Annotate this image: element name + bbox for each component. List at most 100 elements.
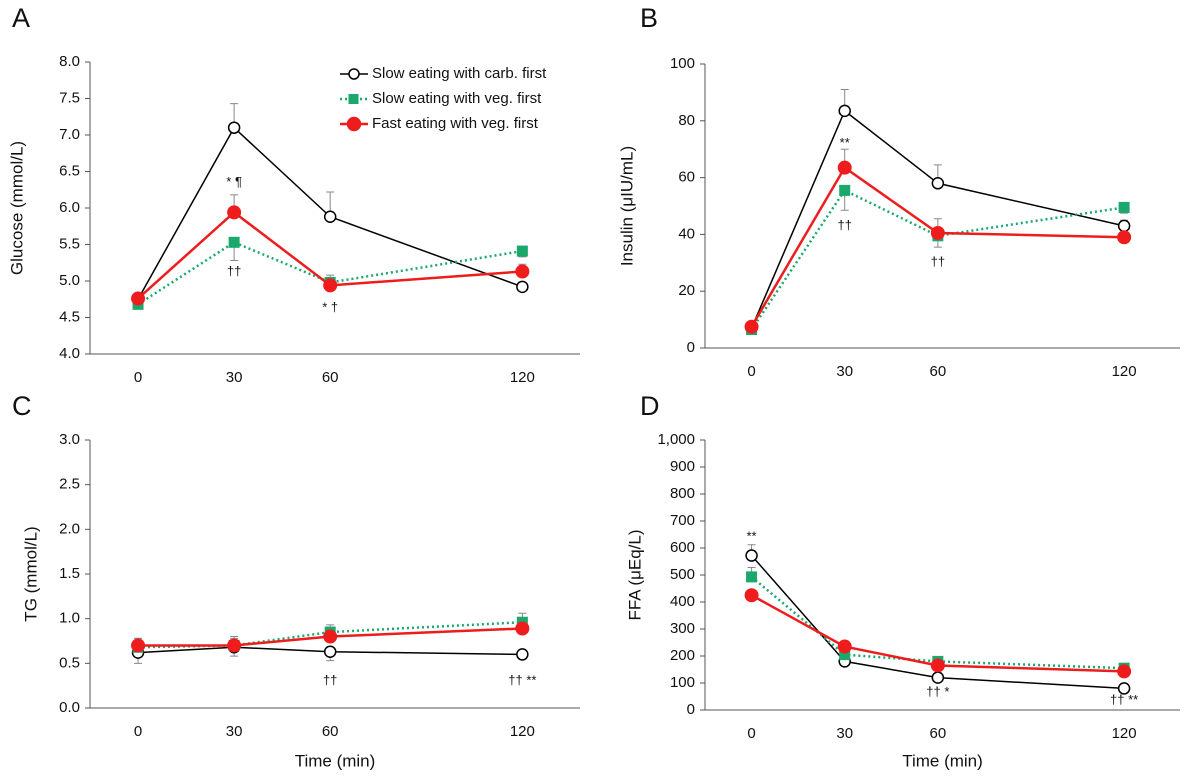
series-line	[750, 594, 1125, 673]
marker	[839, 184, 851, 196]
series-line	[137, 126, 523, 300]
series-line	[138, 627, 523, 647]
annotation: †† **	[508, 673, 536, 688]
marker	[227, 121, 241, 134]
y-tick-label: 8.0	[59, 53, 80, 70]
legend-label: Fast eating with veg. first	[372, 115, 539, 132]
x-tick-label: 0	[747, 363, 755, 380]
panel-label: C	[12, 391, 32, 421]
y-tick-label: 2.5	[59, 476, 80, 493]
y-tick-label: 7.5	[59, 89, 80, 106]
y-tick-label: 0	[687, 701, 695, 718]
annotation: ††	[837, 217, 851, 232]
x-tick-label: 0	[747, 725, 755, 742]
marker	[837, 639, 852, 654]
panel: C TG (mmol/L) Time (min) 0.0 0.5 1.0 1.5 2.0 2.5…	[12, 391, 580, 770]
x-axis-label: Time (min)	[902, 751, 983, 770]
marker	[323, 629, 338, 644]
x-tick-label: 0	[134, 369, 142, 386]
marker	[1118, 201, 1130, 213]
annotation: †† **	[1110, 692, 1138, 707]
marker	[516, 245, 528, 257]
y-tick-label: 20	[678, 282, 695, 299]
y-tick-label: 1.5	[59, 565, 80, 582]
panel: B Insulin (μIU/mL) 0 20 40 60 80 100 0 30 60 120 ** †…	[617, 3, 1180, 380]
annotation: **	[747, 529, 757, 544]
series-line	[750, 188, 1125, 331]
y-tick-label: 0.5	[59, 654, 80, 671]
y-tick-label: 7.0	[59, 126, 80, 143]
y-tick-label: 5.0	[59, 272, 80, 289]
marker	[323, 210, 337, 224]
marker	[1117, 230, 1132, 245]
marker	[838, 104, 851, 118]
marker	[227, 205, 242, 220]
y-axis-label: FFA (μEq/L)	[625, 529, 644, 620]
y-tick-label: 6.0	[59, 199, 80, 216]
x-tick-label: 60	[929, 363, 946, 380]
y-axis-label: TG (mmol/L)	[21, 526, 40, 621]
annotation: ††	[323, 673, 337, 688]
x-tick-label: 0	[134, 723, 142, 740]
marker	[227, 638, 242, 653]
annotation: **	[840, 135, 850, 150]
marker	[931, 671, 945, 684]
x-tick-label: 120	[510, 369, 535, 386]
y-tick-label: 300	[670, 620, 695, 637]
y-tick-label: 100	[670, 674, 695, 691]
series-line	[750, 109, 1125, 329]
series-line	[137, 646, 523, 656]
marker	[515, 621, 530, 636]
marker	[323, 645, 337, 658]
series-line	[750, 165, 1125, 328]
panel-label: D	[640, 391, 660, 421]
marker	[323, 278, 338, 293]
annotation: ††	[931, 254, 945, 269]
annotation: * †	[322, 299, 338, 314]
marker	[515, 264, 530, 279]
marker	[837, 160, 852, 175]
y-tick-label: 800	[670, 485, 695, 502]
y-tick-label: 600	[670, 539, 695, 556]
legend-label: Slow eating with veg. first	[372, 90, 542, 107]
marker	[516, 648, 529, 661]
y-tick-label: 200	[670, 647, 695, 664]
annotation: †† *	[926, 684, 949, 699]
marker	[1117, 219, 1131, 233]
x-tick-label: 120	[510, 723, 535, 740]
x-tick-label: 60	[322, 369, 339, 386]
y-tick-label: 100	[670, 55, 695, 72]
legend-marker	[348, 68, 360, 80]
marker	[930, 225, 945, 240]
series-line	[751, 555, 1125, 690]
panel-label: A	[12, 3, 30, 33]
legend-marker	[346, 116, 362, 132]
x-tick-label: 120	[1112, 725, 1137, 742]
marker	[228, 236, 240, 248]
legend-marker	[348, 94, 359, 104]
y-axis-label: Insulin (μIU/mL)	[617, 146, 636, 266]
x-axis-label: Time (min)	[295, 751, 376, 770]
marker	[745, 549, 758, 562]
marker	[516, 280, 529, 294]
y-tick-label: 700	[670, 512, 695, 529]
marker	[1117, 682, 1131, 695]
y-tick-label: 5.5	[59, 235, 80, 252]
marker	[131, 291, 146, 306]
marker	[744, 319, 759, 334]
series-line	[137, 240, 523, 306]
y-tick-label: 60	[678, 169, 695, 186]
x-tick-label: 30	[836, 363, 853, 380]
marker	[746, 571, 758, 583]
annotation: ††	[227, 264, 241, 279]
marker	[1117, 664, 1132, 679]
series-line	[750, 575, 1125, 670]
x-tick-label: 30	[836, 725, 853, 742]
y-tick-label: 400	[670, 593, 695, 610]
marker	[930, 658, 945, 673]
y-axis-label: Glucose (mmol/L)	[7, 141, 26, 275]
y-tick-label: 500	[670, 566, 695, 583]
y-tick-label: 6.5	[59, 162, 80, 179]
x-tick-label: 30	[226, 723, 243, 740]
